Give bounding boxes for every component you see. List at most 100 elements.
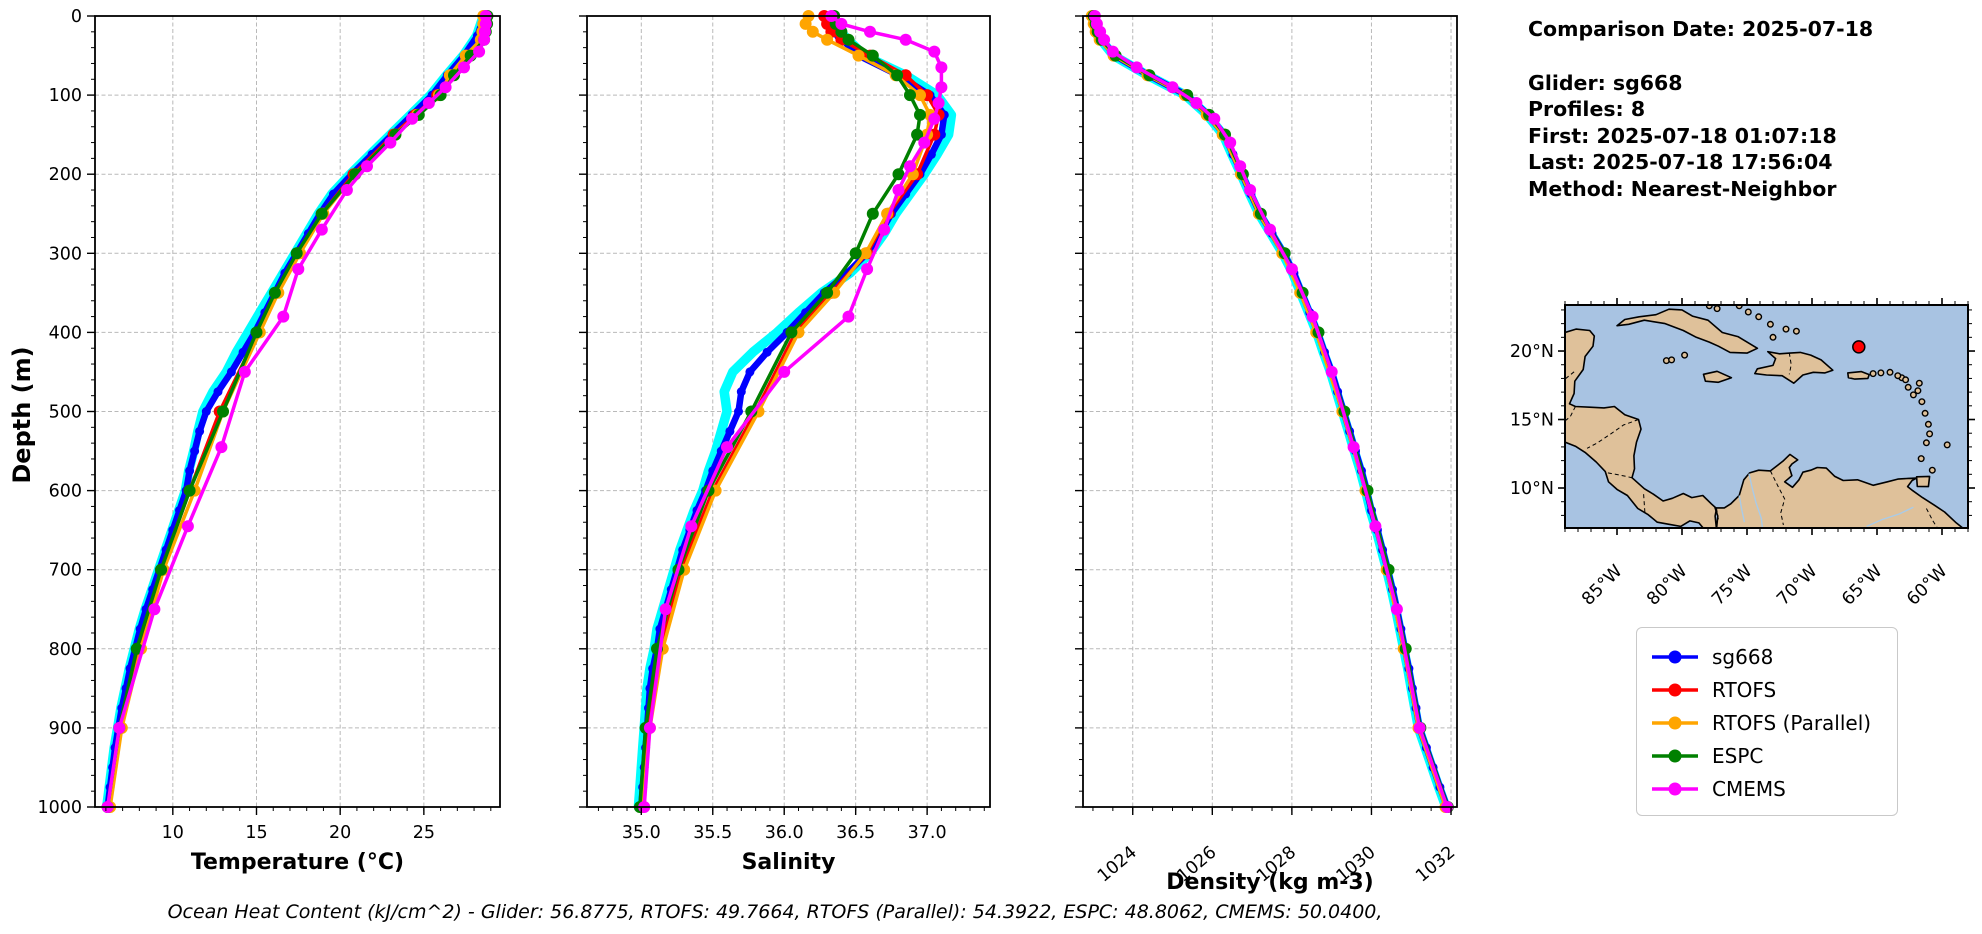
legend: sg668 RTOFS RTOFS (Parallel) ESPC CMEMS xyxy=(1636,627,1898,816)
depth-tick-label: 800 xyxy=(49,640,82,660)
legend-item-sg668: sg668 xyxy=(1651,640,1883,673)
series-line-sg668 xyxy=(1089,12,1451,811)
marker-dot xyxy=(864,25,876,38)
island-dot xyxy=(1713,305,1721,313)
legend-marker-dot xyxy=(1668,716,1682,729)
depth-tick-label: 900 xyxy=(49,719,82,739)
depth-tick-label: 300 xyxy=(49,244,82,264)
marker-dot xyxy=(736,387,746,397)
island-dot xyxy=(1921,409,1929,417)
marker-dot xyxy=(1234,160,1247,173)
x-tick-label: 37.0 xyxy=(908,823,947,843)
island-dot xyxy=(1877,369,1885,377)
marker-dot xyxy=(778,365,791,378)
marker-dot xyxy=(215,441,228,454)
river-line xyxy=(1738,495,1746,523)
x-tick-label: 35.0 xyxy=(622,823,661,843)
marker-dot xyxy=(1208,112,1221,125)
marker-dot xyxy=(277,310,290,323)
location-map: 85°W 80°W 75°W 70°W 65°W 60°W 20°N 15°N 10°N xyxy=(1510,298,1975,610)
legend-label: RTOFS (Parallel) xyxy=(1712,710,1872,735)
legend-label: ESPC xyxy=(1712,743,1764,768)
island-dot xyxy=(1782,325,1790,333)
legend-swatch-icon xyxy=(1652,782,1698,795)
xlabel-dens: Density (kg m-3) xyxy=(1166,870,1374,895)
series-group xyxy=(633,10,957,813)
marker-dot xyxy=(217,405,229,418)
island-dot xyxy=(1668,356,1676,364)
marker-dot xyxy=(1224,136,1237,149)
island-dot xyxy=(1915,379,1923,387)
marker-dot xyxy=(928,112,941,125)
series-line-ESPC xyxy=(1091,14,1450,809)
marker-dot xyxy=(1098,33,1111,46)
marker-dot xyxy=(190,446,200,456)
marker-dot xyxy=(904,89,916,102)
x-tick-label: 35.5 xyxy=(693,823,732,843)
border-line xyxy=(1769,470,1786,526)
island-dot xyxy=(1769,333,1777,341)
legend-item-rtofs-parallel-: RTOFS (Parallel) xyxy=(1651,706,1883,739)
marker-dot xyxy=(935,61,948,74)
profiles-text: Profiles: 8 xyxy=(1528,97,1646,121)
marker-dot xyxy=(1190,97,1203,109)
series-line-RTOFS xyxy=(1091,14,1449,809)
land-trinidad xyxy=(1915,475,1931,488)
river-line xyxy=(1748,473,1764,528)
land-hispaniola xyxy=(1753,350,1834,384)
island-dot xyxy=(1917,455,1925,463)
legend-label: RTOFS xyxy=(1712,677,1777,702)
marker-dot xyxy=(201,407,211,416)
ohc-caption: Ocean Heat Content (kJ/cm^2) - Glider: 5… xyxy=(167,901,1383,923)
profile-plots: 10 15 20 25 0 100 200 300 400 500 600 700 800 900 1000… xyxy=(8,7,1459,895)
marker-dot xyxy=(799,17,812,30)
marker-dot xyxy=(762,347,772,357)
x-tick-label: 1024 xyxy=(1094,843,1141,887)
legend-item-espc: ESPC xyxy=(1651,739,1883,772)
depth-tick-label: 100 xyxy=(49,86,82,106)
legend-marker-dot xyxy=(1668,782,1682,795)
marker-dot xyxy=(914,108,926,121)
marker-dot xyxy=(806,25,819,38)
first-text: First: 2025-07-18 01:07:18 xyxy=(1528,123,1837,148)
x-tick-label: 36.0 xyxy=(765,823,804,843)
x-tick-label: 25 xyxy=(413,823,435,843)
marker-dot xyxy=(842,310,855,323)
island-dot xyxy=(1918,398,1926,406)
marker-dot xyxy=(821,286,834,299)
last-text: Last: 2025-07-18 17:56:04 xyxy=(1528,150,1833,174)
marker-dot xyxy=(866,207,879,220)
border-line xyxy=(1586,419,1639,449)
land-puertoRico xyxy=(1846,370,1871,380)
island-dot xyxy=(1914,387,1922,395)
marker-dot xyxy=(1413,721,1426,734)
legend-swatch-icon xyxy=(1652,650,1698,663)
marker-dot xyxy=(835,17,848,30)
temp-panel: 10 15 20 25 0 100 200 300 400 500 600 700 800 900 1000… xyxy=(37,7,501,875)
border-line xyxy=(1565,406,1576,422)
map-lat-label: 20°N xyxy=(1510,342,1554,362)
marker-dot xyxy=(1264,223,1276,236)
marker-dot xyxy=(1106,45,1119,58)
legend-marker-dot xyxy=(1668,683,1682,696)
marker-dot xyxy=(1166,81,1179,94)
island-dot xyxy=(1869,370,1877,378)
legend-swatch-icon xyxy=(1652,716,1698,729)
marker-dot xyxy=(932,97,945,109)
series-line-CMEMS xyxy=(642,14,944,809)
marker-dot xyxy=(1347,441,1360,454)
island-dot xyxy=(1904,383,1912,391)
x-tick-label: 36.5 xyxy=(836,823,875,843)
island-dot xyxy=(1924,420,1932,428)
depth-tick-label: 700 xyxy=(49,561,82,581)
series-group xyxy=(101,10,494,813)
marker-dot xyxy=(861,263,874,276)
land-group xyxy=(1565,305,1965,528)
marker-dot xyxy=(899,33,912,46)
xlabel-sal: Salinity xyxy=(742,850,836,875)
marker-dot xyxy=(878,223,891,236)
depth-tick-label: 400 xyxy=(49,323,82,343)
marker-dot xyxy=(725,426,735,436)
island-dot xyxy=(1744,308,1752,316)
